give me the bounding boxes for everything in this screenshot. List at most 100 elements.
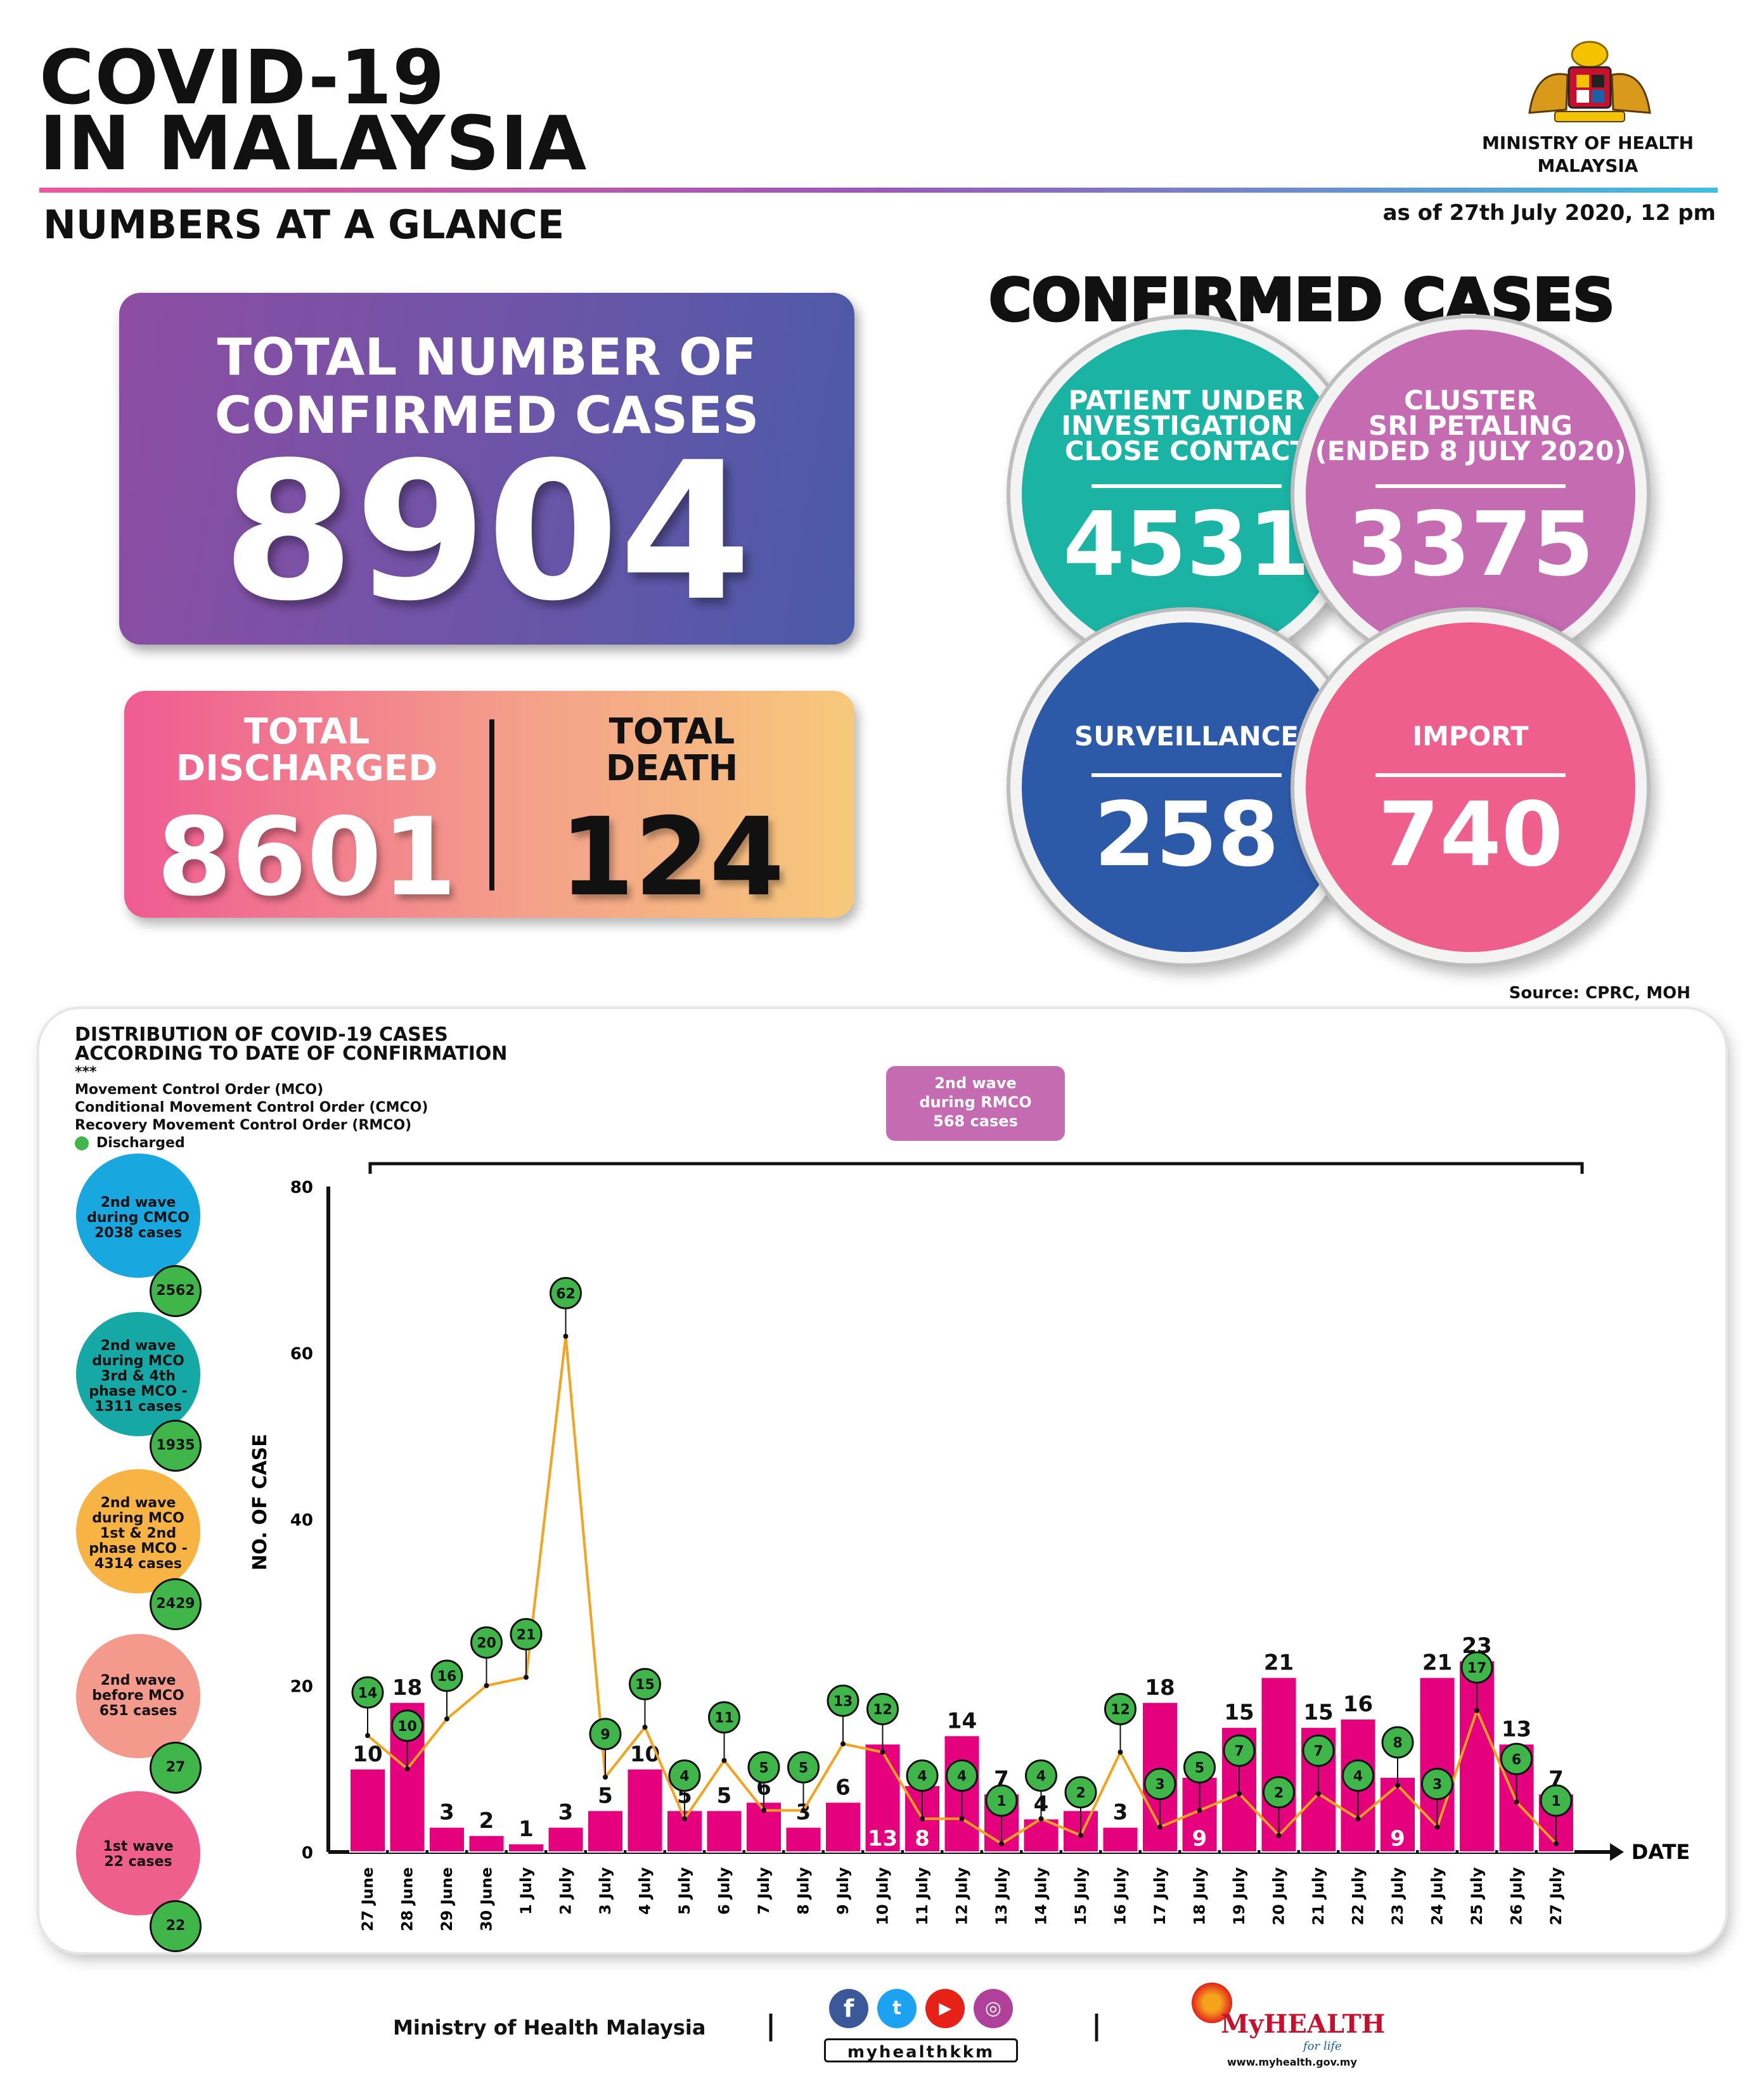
bar-29-june	[428, 1826, 465, 1853]
discharged-point	[1117, 1749, 1123, 1755]
pui-label-line-3: CLOSE CONTACT	[1064, 435, 1309, 466]
discharged-badge-label: 4	[679, 1769, 689, 1785]
legend-rmco: Recovery Movement Control Order (RMCO)	[75, 1117, 412, 1133]
discharged-point	[1157, 1824, 1162, 1830]
bar-value-label: 15	[1303, 1700, 1333, 1725]
myhealth-tagline: for life	[1303, 2040, 1342, 2053]
discharged-point	[682, 1816, 687, 1822]
header-divider	[39, 188, 1718, 193]
discharged-point	[1395, 1783, 1400, 1788]
discharged-point	[1434, 1824, 1440, 1830]
surveillance-divider	[1091, 773, 1282, 777]
y-tick-label: 40	[290, 1511, 313, 1530]
discharged-badge-label: 9	[600, 1727, 610, 1743]
pui-label-line-1: PATIENT UNDER	[1068, 385, 1305, 416]
discharged-badge-label: 1	[996, 1794, 1006, 1810]
y-tick-label: 60	[290, 1345, 313, 1364]
wave-cmco-line-2: during CMCO	[87, 1210, 190, 1226]
y-tick-label: 20	[290, 1678, 313, 1697]
x-tick-label: 26 July	[1508, 1867, 1526, 1926]
x-tick-label: 11 July	[913, 1867, 931, 1926]
confirmed-cases-heading: CONFIRMED CASES	[988, 265, 1616, 335]
ministry-line-1: MINISTRY OF HEALTH	[1481, 132, 1694, 153]
bar-4-july	[626, 1768, 664, 1853]
wave-mco34-line-3: 3rd & 4th	[101, 1368, 176, 1384]
bar-value-label: 9	[1390, 1826, 1405, 1851]
x-axis-title: DATE	[1632, 1840, 1690, 1864]
discharged-point	[1197, 1808, 1202, 1813]
bar-value-label: 13	[1502, 1716, 1531, 1742]
wave-mco12-line-3: 1st & 2nd	[100, 1526, 177, 1541]
discharged-badge-label: 5	[799, 1760, 808, 1776]
x-tick-label: 22 July	[1349, 1867, 1367, 1926]
discharged-badge	[589, 1718, 622, 1751]
legend-discharged-label: Discharged	[96, 1135, 185, 1151]
cluster-label-line-2: SRI PETALING	[1368, 410, 1573, 441]
death-label-line-2: DEATH	[605, 748, 738, 789]
discharged-point	[959, 1816, 965, 1822]
discharged-badge	[1064, 1776, 1097, 1809]
discharged-point	[444, 1716, 449, 1721]
discharged-badge	[985, 1784, 1018, 1817]
discharged-point	[920, 1816, 925, 1822]
pui-divider	[1091, 484, 1282, 488]
wave-first-circle: 1st wave 22 cases	[76, 1791, 200, 1915]
x-tick-label: 25 July	[1468, 1867, 1486, 1926]
page-subtitle: NUMBERS AT A GLANCE	[43, 202, 565, 248]
x-tick-label: 6 July	[716, 1867, 733, 1915]
discharged-badge	[1223, 1734, 1256, 1767]
wave-mco34-line-1: 2nd wave	[100, 1338, 176, 1354]
discharged-label-line-2: DISCHARGED	[176, 748, 438, 789]
x-tick-label: 23 July	[1389, 1867, 1407, 1926]
discharged-point	[761, 1808, 766, 1813]
wave-before-mco-discharged-badge: 27	[150, 1742, 202, 1794]
footer-separator-2: |	[1091, 2009, 1102, 2042]
x-tick-label: 29 June	[438, 1867, 456, 1931]
twitter-icon[interactable]: t	[877, 1989, 917, 2028]
bar-value-label: 18	[392, 1675, 422, 1701]
bar-1-july	[508, 1842, 544, 1853]
discharged-badge	[906, 1759, 939, 1792]
bar-3-july	[587, 1810, 624, 1853]
x-tick-label: 2 July	[557, 1867, 575, 1915]
x-tick-label: 14 July	[1033, 1867, 1050, 1926]
bar-23-july	[1379, 1776, 1416, 1853]
total-confirmed-card: TOTAL NUMBER OF CONFIRMED CASES 8904	[119, 293, 854, 645]
bar-6-july	[705, 1810, 743, 1853]
x-tick-label: 27 July	[1547, 1867, 1565, 1926]
total-label-line-2: CONFIRMED CASES	[214, 386, 759, 445]
discharged-badge-label: 5	[759, 1760, 768, 1776]
discharged-badge-label: 62	[556, 1286, 576, 1302]
discharged-badge	[430, 1659, 463, 1692]
discharged-point	[365, 1733, 370, 1739]
wave-mco34-line-5: 1311 cases	[94, 1399, 182, 1415]
discharged-badge-label: 8	[1393, 1735, 1402, 1751]
discharged-badge	[1025, 1759, 1057, 1792]
youtube-icon[interactable]: ▶	[925, 1989, 965, 2028]
social-links: f t ▶ ◎ myhealthkkm	[824, 1989, 1027, 2065]
wave-mco12-discharged-badge: 2429	[150, 1578, 202, 1630]
discharged-badge-label: 20	[477, 1636, 496, 1652]
cluster-label-line-1: CLUSTER	[1403, 385, 1538, 416]
discharged-point	[1237, 1791, 1242, 1797]
discharged-badge-label: 2	[1076, 1785, 1085, 1801]
source-note: Source: CPRC, MOH	[1509, 984, 1690, 1003]
x-tick-label: 8 July	[795, 1867, 813, 1915]
discharged-badge-label: 15	[635, 1677, 655, 1693]
bar-value-label: 10	[630, 1742, 660, 1767]
title-line-2: IN MALAYSIA	[39, 100, 588, 187]
discharged-badge-label: 6	[1512, 1752, 1521, 1768]
discharged-badge-label: 17	[1467, 1661, 1487, 1676]
death-value: 124	[559, 795, 785, 920]
myhealth-brand: MyHEALTH	[1221, 2009, 1386, 2039]
discharged-badge-label: 7	[1234, 1744, 1244, 1759]
social-handle[interactable]: myhealthkkm	[824, 2038, 1018, 2062]
discharged-badge-label: 13	[834, 1694, 853, 1709]
facebook-icon[interactable]: f	[829, 1989, 868, 2028]
total-confirmed-label: TOTAL NUMBER OF CONFIRMED CASES	[119, 328, 854, 445]
surveillance-value: 258	[1093, 783, 1280, 887]
cluster-label-line-3: (ENDED 8 JULY 2020)	[1315, 435, 1626, 466]
instagram-icon[interactable]: ◎	[974, 1989, 1013, 2028]
x-tick-label: 18 July	[1191, 1867, 1209, 1926]
wave-first-line-2: 22 cases	[104, 1854, 172, 1870]
